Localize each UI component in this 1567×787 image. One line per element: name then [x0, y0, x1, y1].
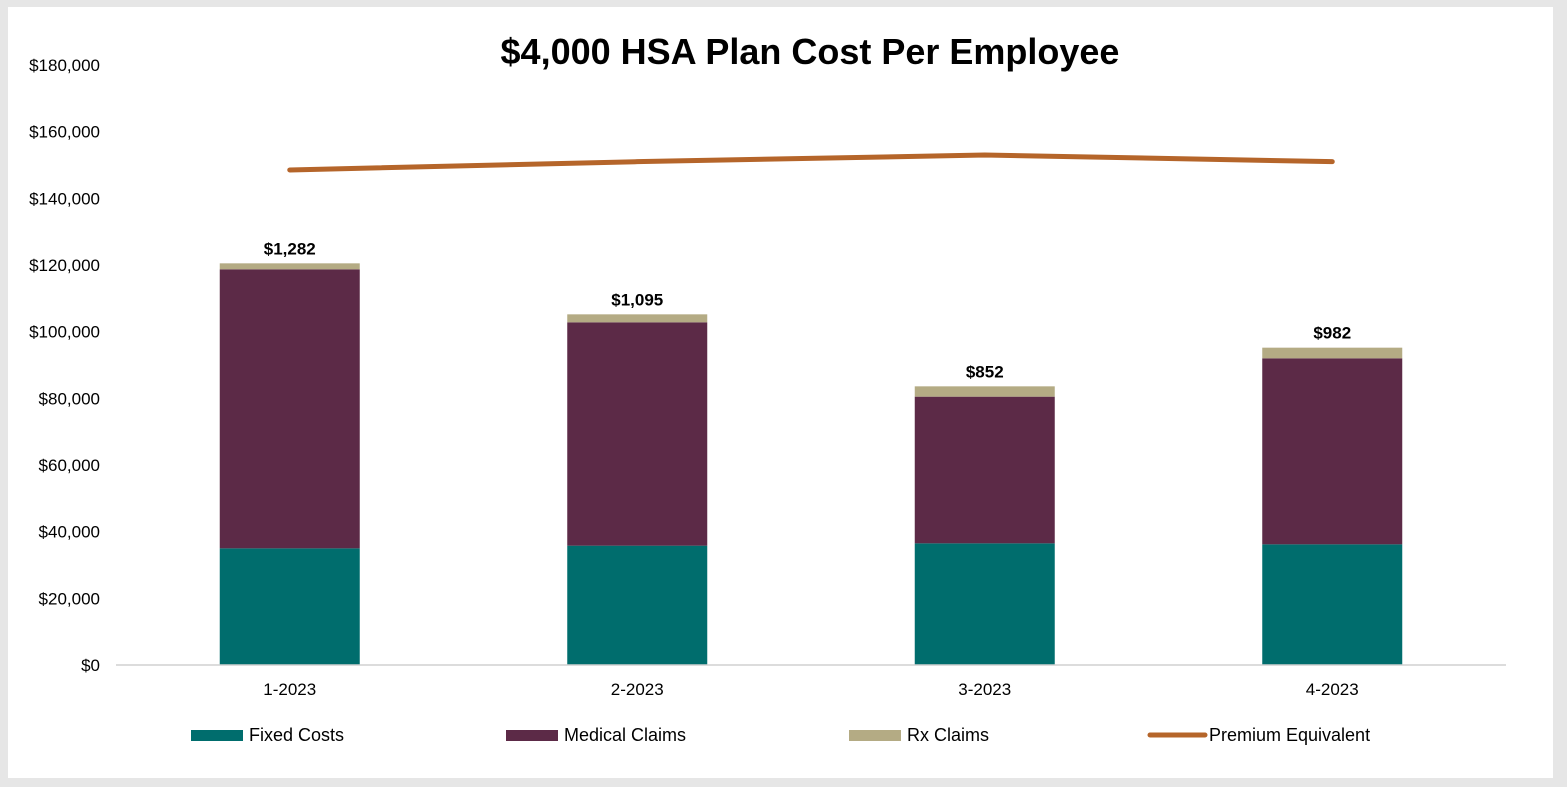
y-tick-label: $180,000: [29, 56, 100, 75]
chart-frame: $4,000 HSA Plan Cost Per Employee $0 $20,…: [8, 7, 1553, 778]
y-tick-label: $60,000: [39, 456, 100, 475]
stacked-bar-line-chart: $4,000 HSA Plan Cost Per Employee $0 $20,…: [29, 31, 1506, 745]
chart-title: $4,000 HSA Plan Cost Per Employee: [501, 31, 1120, 72]
y-tick-label: $0: [81, 656, 100, 675]
data-label: $982: [1313, 324, 1351, 343]
line-premium-equivalent: [287, 152, 1335, 173]
bar-medical-claims: [1262, 358, 1403, 545]
data-labels: $1,282 $1,095 $852 $982: [264, 239, 1351, 381]
data-label: $852: [966, 362, 1004, 381]
y-tick-label: $80,000: [39, 389, 100, 408]
legend-swatch-rx-claims: [849, 730, 901, 741]
x-tick-label: 1-2023: [263, 680, 316, 699]
legend-swatch-fixed-costs: [191, 730, 243, 741]
legend-label-fixed-costs: Fixed Costs: [249, 725, 344, 745]
data-label: $1,095: [611, 290, 663, 309]
y-tick-label: $140,000: [29, 189, 100, 208]
bar-rx-claims: [1262, 347, 1403, 359]
x-tick-label: 2-2023: [611, 680, 664, 699]
legend: Fixed Costs Medical Claims Rx Claims Premiu…: [191, 725, 1370, 745]
y-tick-label: $120,000: [29, 256, 100, 275]
legend-label-premium-equivalent: Premium Equivalent: [1209, 725, 1370, 745]
y-tick-label: $40,000: [39, 523, 100, 542]
bar-fixed-costs: [219, 548, 360, 665]
x-tick-label: 3-2023: [958, 680, 1011, 699]
legend-label-medical-claims: Medical Claims: [564, 725, 686, 745]
y-tick-label: $160,000: [29, 123, 100, 142]
x-tick-label: 4-2023: [1306, 680, 1359, 699]
legend-label-rx-claims: Rx Claims: [907, 725, 989, 745]
y-tick-label: $20,000: [39, 589, 100, 608]
legend-swatch-medical-claims: [506, 730, 558, 741]
bar-fixed-costs: [567, 545, 708, 665]
bar-fixed-costs: [1262, 544, 1403, 665]
bar-fixed-costs: [914, 543, 1055, 665]
data-label: $1,282: [264, 239, 316, 258]
bar-medical-claims: [914, 396, 1055, 544]
bar-rx-claims: [914, 386, 1055, 397]
bar-medical-claims: [219, 269, 360, 549]
line-series: [287, 152, 1335, 173]
y-tick-label: $100,000: [29, 323, 100, 342]
bar-rx-claims: [219, 263, 360, 270]
bar-rx-claims: [567, 314, 708, 323]
bar-medical-claims: [567, 322, 708, 546]
y-axis: $0 $20,000 $40,000 $60,000 $80,000 $100,000 $1…: [29, 56, 100, 675]
x-axis: 1-2023 2-2023 3-2023 4-2023: [263, 680, 1358, 699]
bars: [219, 263, 1403, 665]
